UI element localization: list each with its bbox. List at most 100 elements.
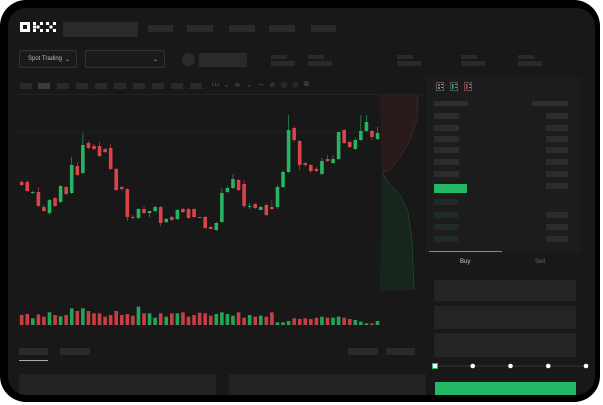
candle-body (108, 148, 113, 169)
candle-body (336, 132, 341, 159)
candle-body (292, 128, 296, 140)
volume-bar (220, 312, 224, 325)
fullscreen-icon[interactable]: ⧉ (304, 81, 309, 88)
candle-body (242, 184, 246, 206)
bid-amount (546, 212, 568, 218)
timeframe-button[interactable] (190, 83, 202, 89)
volume-bar (136, 306, 141, 325)
volume-bar (258, 315, 263, 325)
price-input[interactable] (434, 280, 576, 301)
tab-buy[interactable]: Buy (460, 259, 471, 265)
orderbook-bids-icon[interactable] (450, 82, 458, 91)
toolbar-divider (14, 94, 424, 95)
filter-button[interactable] (348, 348, 378, 355)
filter-button[interactable] (386, 348, 415, 355)
nav-item[interactable] (148, 25, 173, 32)
ask-amount (546, 159, 568, 165)
volume-bar (336, 316, 341, 325)
timeframe-button[interactable] (114, 83, 126, 89)
timeframe-button[interactable] (133, 83, 145, 89)
tab-open-orders[interactable] (19, 348, 48, 355)
volume-bar (342, 317, 346, 325)
volume-bar (97, 313, 102, 325)
ask-price (434, 147, 459, 153)
volume-bar (253, 316, 258, 325)
timeframe-button[interactable] (20, 83, 32, 89)
volume-bar (36, 314, 41, 325)
pair-selector[interactable]: ⌄ (85, 50, 165, 68)
amount-slider[interactable] (432, 361, 592, 371)
buy-submit-button[interactable] (435, 382, 576, 395)
timeframe-button[interactable] (76, 83, 88, 89)
nav-item[interactable] (187, 25, 213, 32)
candlestick-chart (15, 95, 419, 325)
volume-bar (286, 321, 291, 325)
camera-icon[interactable]: ◎ (281, 82, 288, 89)
candle-body (25, 182, 30, 191)
total-input[interactable] (434, 333, 576, 357)
candle-body (147, 211, 152, 213)
stat-value (308, 61, 332, 66)
indicator-icon[interactable]: ⩊ (212, 81, 220, 88)
volume-bar (125, 314, 130, 325)
asset-card (229, 374, 426, 395)
timeframe-button[interactable] (57, 83, 69, 89)
tab-active-underline (19, 360, 48, 361)
timeframe-button[interactable] (95, 83, 107, 89)
chevron-down-icon[interactable]: ⌄ (223, 82, 230, 89)
volume-bar (225, 314, 230, 325)
candle-body (164, 219, 169, 222)
candle-body (19, 182, 24, 185)
candle-body (258, 207, 263, 210)
candle-body (119, 187, 124, 189)
draw-icon[interactable]: ⊳ (235, 82, 241, 89)
candle-body (359, 131, 363, 140)
timeframe-button[interactable] (38, 83, 50, 89)
orderbook-both-icon[interactable] (436, 82, 444, 91)
bid-amount (546, 236, 568, 242)
market-selector[interactable]: Spot Trading ⌄ (19, 50, 77, 68)
nav-item[interactable] (269, 25, 295, 32)
candle-body (47, 200, 52, 213)
tab-sell[interactable]: Sell (535, 259, 546, 265)
candle-body (331, 159, 335, 163)
bid-amount (546, 224, 568, 230)
volume-bar (375, 321, 380, 325)
nav-item[interactable] (229, 25, 255, 32)
amount-input[interactable] (434, 306, 576, 329)
candle-body (225, 188, 230, 192)
tab-order-history[interactable] (60, 348, 90, 355)
candle-body (103, 149, 107, 152)
candle-body (192, 209, 196, 217)
settings-icon[interactable]: ⊙ (292, 82, 299, 89)
volume-bar (275, 322, 280, 325)
nav-item[interactable] (311, 25, 336, 32)
search-box[interactable] (63, 22, 138, 37)
candle-body (203, 217, 207, 228)
volume-bar (247, 315, 252, 325)
volume-bar (64, 315, 68, 325)
volume-bar (47, 312, 52, 325)
line-icon[interactable]: ∼ (258, 82, 264, 89)
volume-bar (214, 314, 219, 325)
volume-bar (331, 317, 335, 325)
stat-value (397, 61, 421, 66)
candle-body (270, 207, 274, 209)
ask-price (434, 136, 459, 142)
chevron-down-icon[interactable]: ⌄ (246, 82, 253, 89)
candle-body (364, 122, 369, 131)
ask-price (434, 113, 459, 119)
volume-bar (92, 313, 96, 325)
timeframe-button[interactable] (152, 83, 164, 89)
orderbook-header-price (434, 101, 468, 106)
timeframe-button[interactable] (171, 83, 183, 89)
last-price (434, 184, 467, 193)
ruler-icon[interactable]: ⊘ (269, 82, 276, 89)
ask-amount (546, 147, 568, 153)
ask-amount (546, 125, 568, 131)
orderbook-asks-icon[interactable] (464, 82, 472, 91)
candle-body (197, 217, 202, 218)
depth-bids-area (380, 172, 414, 290)
volume-bar (53, 315, 57, 325)
coin-icon (182, 53, 195, 66)
